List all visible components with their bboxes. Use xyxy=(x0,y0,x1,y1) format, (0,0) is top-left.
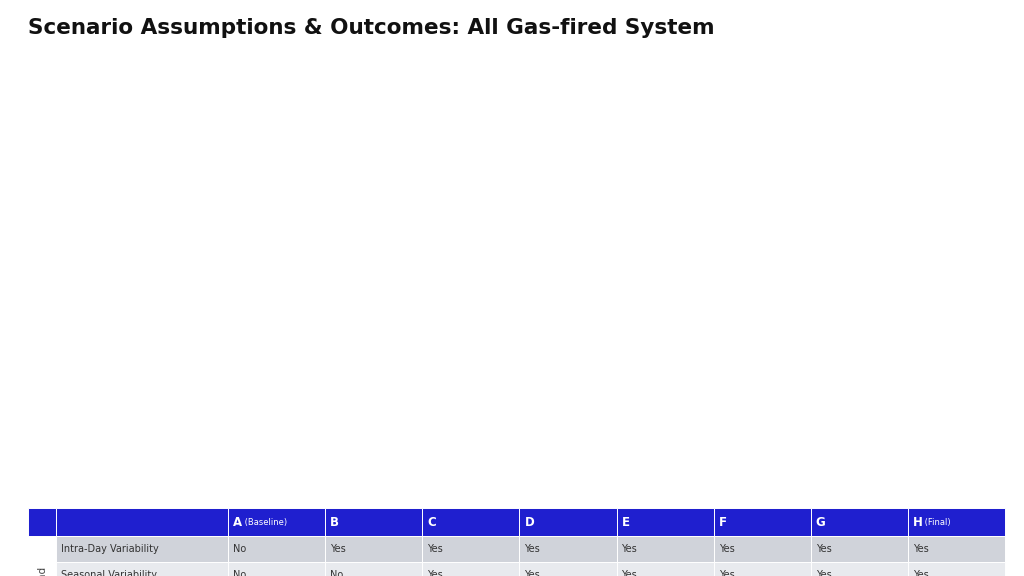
Bar xyxy=(519,508,616,536)
Text: No: No xyxy=(233,544,246,554)
Bar xyxy=(519,562,616,576)
Text: Yes: Yes xyxy=(912,570,929,576)
Text: No: No xyxy=(233,570,246,576)
Bar xyxy=(811,536,908,562)
Bar xyxy=(714,562,811,576)
Text: Scenario Assumptions & Outcomes: All Gas-fired System: Scenario Assumptions & Outcomes: All Gas… xyxy=(28,18,715,38)
Text: E: E xyxy=(622,516,630,529)
Text: A: A xyxy=(233,516,242,529)
Text: Demand: Demand xyxy=(37,566,47,576)
Text: Intra-Day Variability: Intra-Day Variability xyxy=(61,544,159,554)
Text: Yes: Yes xyxy=(816,544,831,554)
Bar xyxy=(422,508,519,536)
Text: Yes: Yes xyxy=(524,570,540,576)
Bar xyxy=(616,508,714,536)
Text: Yes: Yes xyxy=(330,544,346,554)
Text: Yes: Yes xyxy=(427,544,443,554)
Text: Yes: Yes xyxy=(524,544,540,554)
Bar xyxy=(422,562,519,576)
Bar xyxy=(908,536,1005,562)
Bar xyxy=(811,562,908,576)
Bar xyxy=(422,536,519,562)
Text: G: G xyxy=(816,516,825,529)
Bar xyxy=(616,562,714,576)
Text: F: F xyxy=(719,516,727,529)
Bar xyxy=(326,536,422,562)
Bar xyxy=(56,562,228,576)
Text: Yes: Yes xyxy=(719,570,734,576)
Text: Yes: Yes xyxy=(622,544,637,554)
Text: Seasonal Variability: Seasonal Variability xyxy=(61,570,157,576)
Text: (Final): (Final) xyxy=(922,517,950,526)
Text: Yes: Yes xyxy=(816,570,831,576)
Bar xyxy=(28,536,56,576)
Bar xyxy=(714,536,811,562)
Text: Yes: Yes xyxy=(622,570,637,576)
Bar xyxy=(228,562,326,576)
Bar xyxy=(56,508,228,536)
Bar xyxy=(326,562,422,576)
Bar xyxy=(56,536,228,562)
Bar xyxy=(908,562,1005,576)
Bar xyxy=(326,508,422,536)
Bar xyxy=(908,508,1005,536)
Bar xyxy=(228,508,326,536)
Bar xyxy=(519,536,616,562)
Bar xyxy=(28,508,56,536)
Bar xyxy=(811,508,908,536)
Text: C: C xyxy=(427,516,436,529)
Text: H: H xyxy=(912,516,923,529)
Bar xyxy=(616,536,714,562)
Text: Yes: Yes xyxy=(912,544,929,554)
Text: B: B xyxy=(330,516,339,529)
Text: Yes: Yes xyxy=(427,570,443,576)
Text: D: D xyxy=(524,516,535,529)
Bar xyxy=(714,508,811,536)
Text: Yes: Yes xyxy=(719,544,734,554)
Bar xyxy=(228,536,326,562)
Text: No: No xyxy=(330,570,343,576)
Text: (Baseline): (Baseline) xyxy=(242,517,287,526)
